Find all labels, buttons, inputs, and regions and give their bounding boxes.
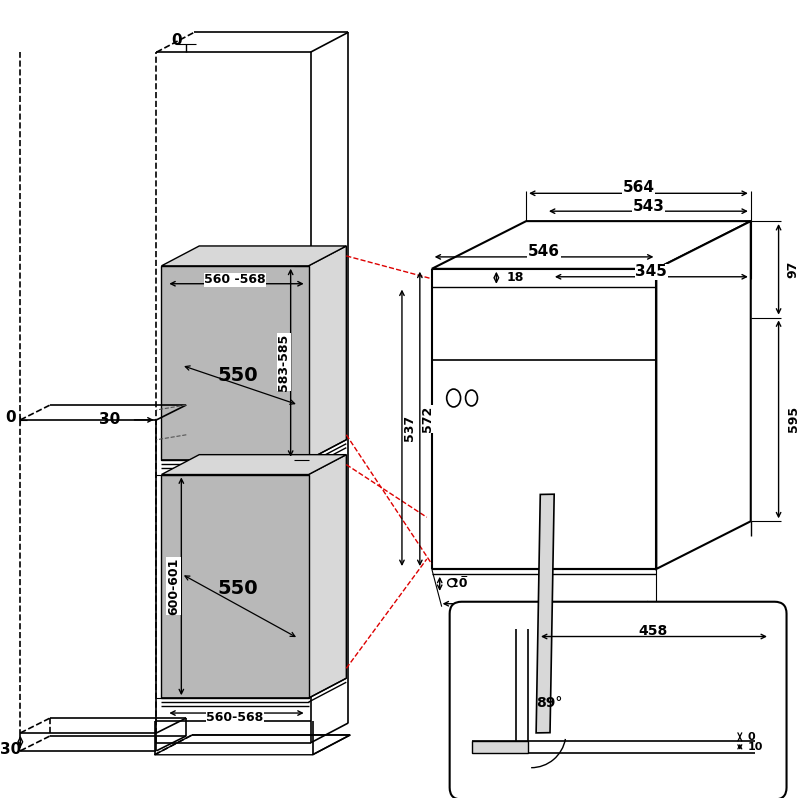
Text: 0: 0	[5, 410, 16, 426]
Text: 560 -568: 560 -568	[204, 274, 266, 286]
Polygon shape	[432, 221, 750, 269]
Text: 89°: 89°	[536, 696, 562, 710]
Text: 18: 18	[506, 271, 524, 284]
Ellipse shape	[446, 389, 461, 407]
Text: 595: 595	[528, 601, 560, 616]
Text: 30: 30	[0, 742, 21, 758]
Text: 595: 595	[786, 406, 799, 432]
Polygon shape	[471, 741, 528, 753]
Polygon shape	[656, 221, 750, 569]
Text: 550: 550	[218, 366, 258, 385]
Text: 572: 572	[422, 406, 434, 432]
FancyBboxPatch shape	[450, 602, 786, 799]
Text: 0: 0	[171, 33, 182, 48]
Text: 564: 564	[622, 180, 654, 195]
Polygon shape	[162, 266, 309, 460]
Polygon shape	[162, 474, 309, 698]
Polygon shape	[536, 494, 554, 733]
Text: 546: 546	[528, 245, 560, 259]
Polygon shape	[154, 735, 350, 754]
Text: 10: 10	[748, 742, 763, 752]
Text: 345: 345	[635, 264, 667, 279]
Text: 543: 543	[633, 198, 664, 214]
Text: 0: 0	[748, 732, 755, 742]
Text: 583-585: 583-585	[277, 334, 290, 391]
Text: 5: 5	[459, 575, 468, 588]
Text: 537: 537	[403, 414, 417, 441]
Text: 20: 20	[450, 578, 467, 590]
Text: 30: 30	[99, 412, 121, 427]
Polygon shape	[309, 454, 346, 698]
Circle shape	[448, 579, 456, 587]
Text: 600-601: 600-601	[167, 557, 180, 614]
Ellipse shape	[466, 390, 478, 406]
Polygon shape	[309, 246, 346, 460]
Polygon shape	[162, 454, 346, 474]
Text: 458: 458	[638, 623, 668, 638]
Polygon shape	[162, 246, 346, 266]
Text: 97: 97	[786, 260, 799, 278]
Text: 550: 550	[218, 579, 258, 598]
Text: 560-568: 560-568	[206, 710, 264, 723]
